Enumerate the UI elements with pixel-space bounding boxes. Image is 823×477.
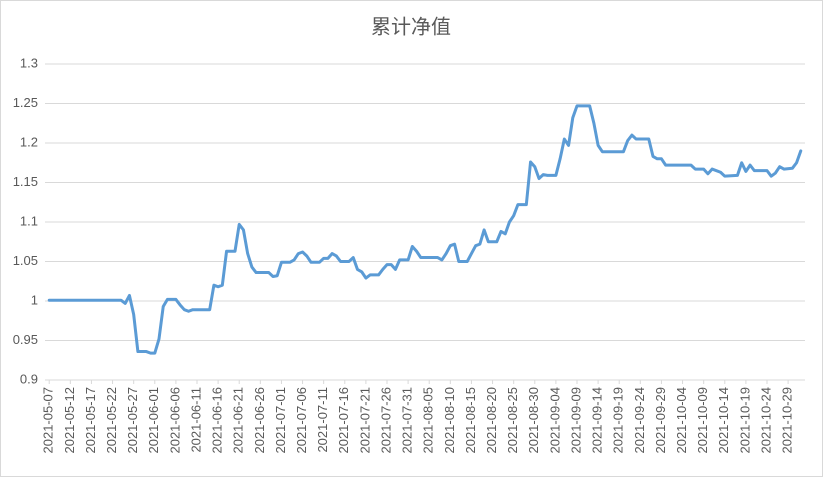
x-tick-label: 2021-05-12 [62,387,77,454]
x-tick-label: 2021-06-21 [231,387,246,454]
x-tick-label: 2021-08-30 [526,387,541,454]
x-tick-label: 2021-09-09 [568,387,583,454]
x-tick-label: 2021-08-15 [463,387,478,454]
x-tick-label: 2021-05-22 [104,387,119,454]
x-tick-label: 2021-10-24 [758,387,773,454]
x-tick-label: 2021-10-14 [716,387,731,454]
y-tick-label: 1.05 [13,253,38,268]
x-tick-label: 2021-09-29 [653,387,668,454]
x-tick-label: 2021-07-01 [273,387,288,454]
x-tick-label: 2021-10-09 [695,387,710,454]
x-tick-label: 2021-08-25 [505,387,520,454]
y-tick-label: 0.9 [20,371,38,386]
y-tick-label: 1.15 [13,174,38,189]
x-tick-label: 2021-10-04 [674,387,689,454]
x-tick-label: 2021-08-10 [442,387,457,454]
series-line [47,104,803,355]
x-tick-label: 2021-07-21 [357,387,372,454]
x-tick-label: 2021-07-16 [336,387,351,454]
x-tick-label: 2021-10-29 [780,387,795,454]
x-tick-label: 2021-05-27 [125,387,140,454]
x-tick-label: 2021-05-17 [83,387,98,454]
y-tick-label: 0.95 [13,332,38,347]
x-tick-label: 2021-07-11 [315,387,330,453]
y-tick-label: 1.2 [20,134,38,149]
y-tick-label: 1 [31,292,38,307]
x-tick-label: 2021-09-24 [632,387,647,454]
chart-title: 累计净值 [371,15,451,38]
x-tick-label: 2021-10-19 [737,387,752,454]
x-tick-label: 2021-09-14 [590,387,605,454]
x-tick-label: 2021-07-06 [294,387,309,454]
x-tick-label: 2021-07-31 [400,387,415,454]
x-tick-label: 2021-05-07 [41,387,56,454]
x-tick-label: 2021-06-16 [210,387,225,454]
x-tick-label: 2021-08-05 [421,387,436,454]
x-tick-label: 2021-06-01 [146,387,161,454]
x-tick-label: 2021-09-04 [547,387,562,454]
x-tick-label: 2021-06-06 [167,387,182,454]
x-tick-label: 2021-06-26 [252,387,267,454]
x-tick-label: 2021-06-11 [188,387,203,453]
x-tick-label: 2021-08-20 [484,387,499,454]
y-tick-label: 1.3 [20,55,38,70]
y-tick-label: 1.1 [20,213,38,228]
y-tick-label: 1.25 [13,95,38,110]
x-tick-label: 2021-07-26 [378,387,393,454]
x-tick-label: 2021-09-19 [611,387,626,454]
